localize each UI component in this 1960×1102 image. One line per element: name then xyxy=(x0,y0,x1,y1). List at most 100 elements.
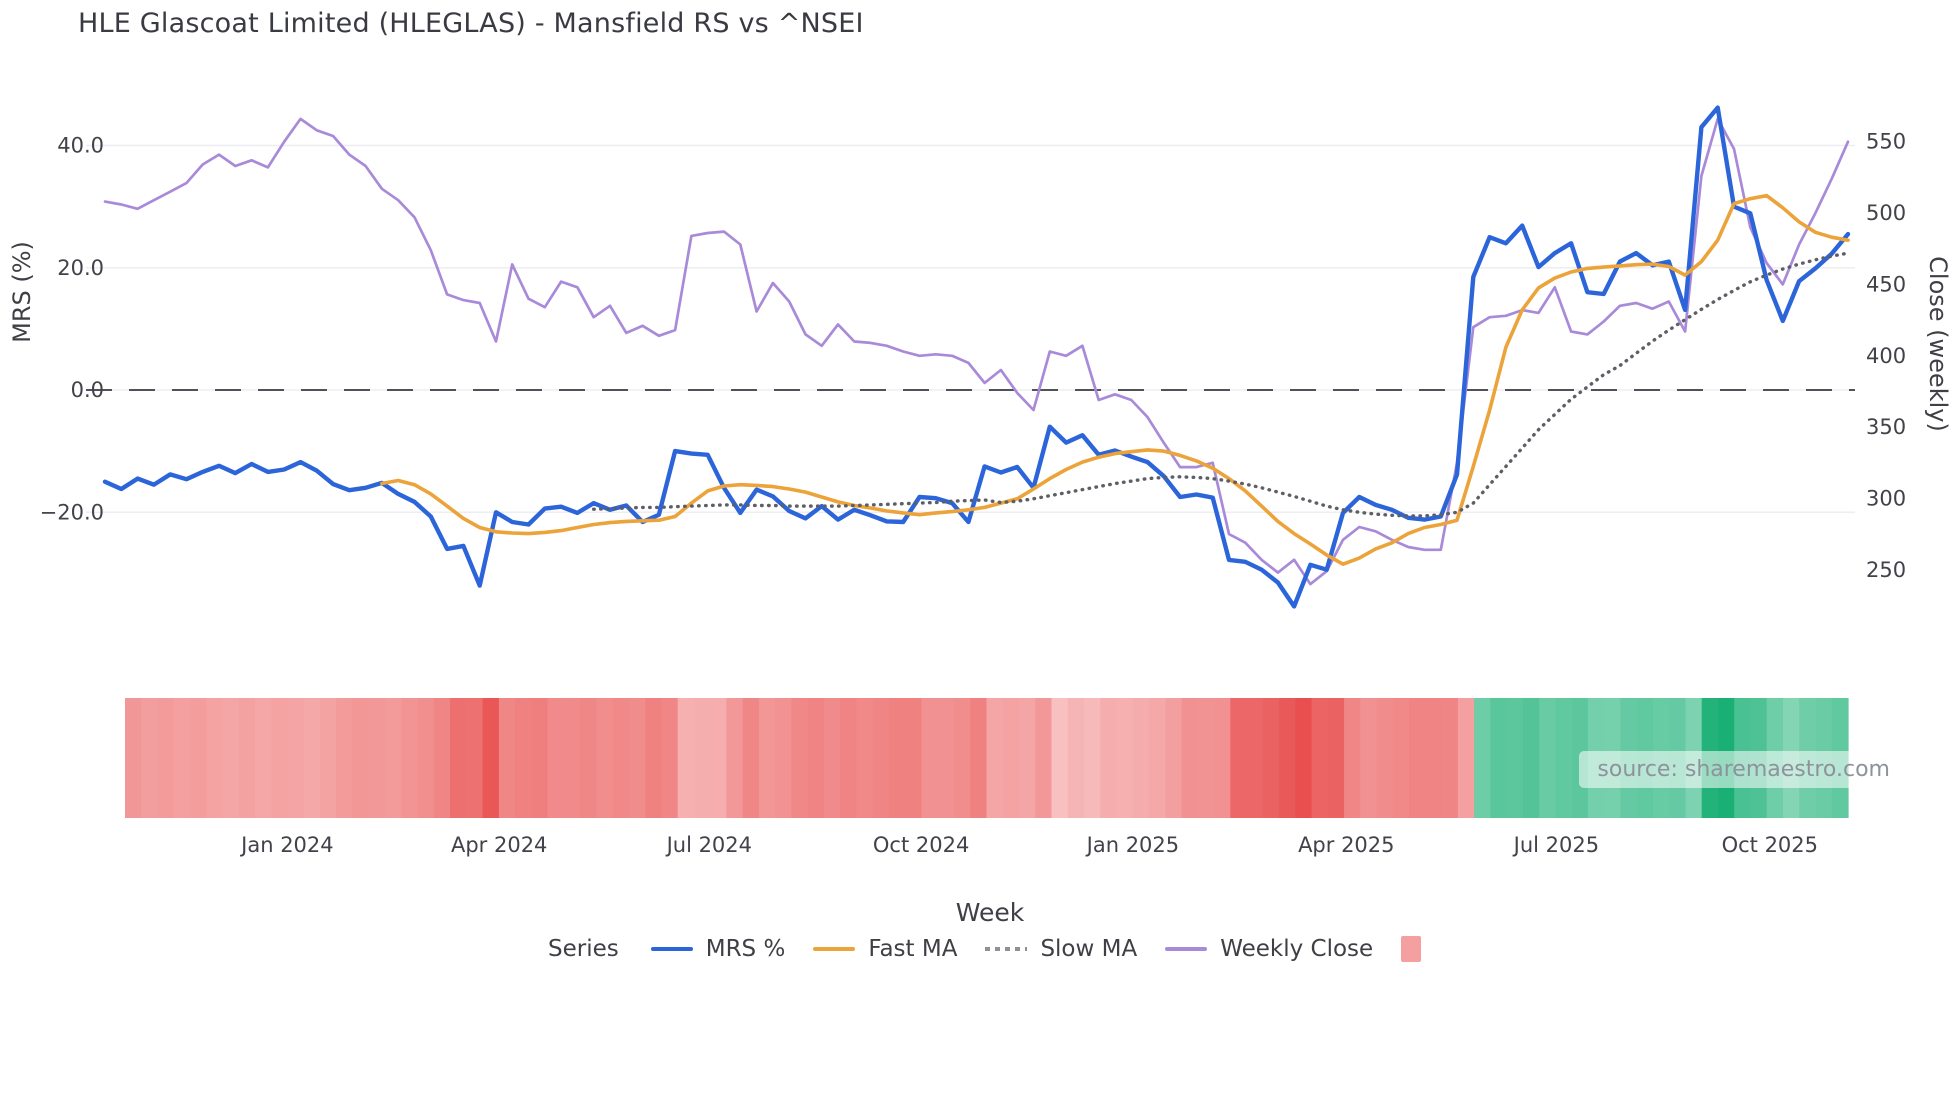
legend-item-heatmap-swatch[interactable] xyxy=(1401,936,1422,962)
x-tick-label: Oct 2024 xyxy=(873,833,969,857)
heatmap-cell xyxy=(1149,698,1166,818)
heatmap-cell xyxy=(889,698,906,818)
heatmap-cell xyxy=(141,698,159,818)
heatmap-cell xyxy=(677,698,695,818)
heatmap-cell xyxy=(1295,698,1313,818)
heatmap-cell xyxy=(824,698,841,818)
heatmap-cell xyxy=(726,698,744,818)
heatmap-cell xyxy=(921,698,939,818)
series-line-slow-ma xyxy=(592,251,1850,518)
heatmap-cell xyxy=(1197,698,1215,818)
x-tick-label: Jan 2024 xyxy=(239,833,334,857)
legend-title: Series xyxy=(548,936,619,962)
heatmap-cell xyxy=(986,698,1004,818)
heatmap-cell xyxy=(1002,698,1020,818)
heatmap-cell xyxy=(612,698,630,818)
series-line-fast-ma xyxy=(380,193,1850,567)
heatmap-cell xyxy=(1132,698,1150,818)
heatmap-cell xyxy=(1067,698,1085,818)
heatmap-cell xyxy=(1474,698,1491,818)
heatmap-cell xyxy=(1539,698,1557,818)
y-right-tick-label: 500 xyxy=(1866,201,1906,225)
y-right-tick-label: 250 xyxy=(1866,558,1906,582)
legend-line-swatch xyxy=(1165,947,1208,951)
y-left-tick-label: 40.0 xyxy=(57,134,104,158)
heatmap-cell xyxy=(417,698,435,818)
heatmap-cell xyxy=(125,698,142,818)
heatmap-cell xyxy=(238,698,256,818)
legend-line-swatch xyxy=(650,947,693,951)
heatmap-cell xyxy=(482,698,500,818)
x-tick-label: Jan 2025 xyxy=(1085,833,1180,857)
heatmap-cell xyxy=(303,698,321,818)
heatmap-cell xyxy=(157,698,175,818)
heatmap-cell xyxy=(466,698,484,818)
heatmap-cell xyxy=(628,698,646,818)
heatmap-cell xyxy=(352,698,370,818)
heatmap-cell xyxy=(1084,698,1101,818)
y-right-tick-label: 350 xyxy=(1866,415,1906,439)
watermark: source: sharemaestro.com xyxy=(1579,751,1908,788)
x-tick-label: Apr 2025 xyxy=(1298,833,1394,857)
heatmap-cell xyxy=(531,698,549,818)
heatmap-cell xyxy=(1019,698,1036,818)
heatmap-cell xyxy=(710,698,728,818)
heatmap-cell xyxy=(1035,698,1053,818)
heatmap-cell xyxy=(840,698,858,818)
heatmap-cell xyxy=(1262,698,1280,818)
y-right-tick-label: 450 xyxy=(1866,272,1906,296)
heatmap-cell xyxy=(547,698,565,818)
heatmap-cell xyxy=(1230,698,1248,818)
heatmap-cell xyxy=(970,698,988,818)
heatmap-cell xyxy=(1376,698,1394,818)
heatmap-cell xyxy=(872,698,890,818)
y-left-tick-label: 20.0 xyxy=(57,256,104,280)
heatmap-cell xyxy=(1425,698,1443,818)
heatmap-cell xyxy=(596,698,614,818)
heatmap-cell xyxy=(1457,698,1475,818)
heatmap-cell xyxy=(336,698,354,818)
heatmap-cell xyxy=(1360,698,1378,818)
series-line-weekly-close xyxy=(103,117,1850,586)
legend-item-label: MRS % xyxy=(705,936,786,962)
legend-item-fast-ma[interactable]: Fast MA xyxy=(813,936,957,962)
heatmap-cell xyxy=(1555,698,1573,818)
heatmap-cell xyxy=(433,698,451,818)
x-tick-label: Oct 2025 xyxy=(1722,833,1818,857)
heatmap-cell xyxy=(255,698,272,818)
legend-item-slow-ma[interactable]: Slow MA xyxy=(985,936,1137,962)
heatmap-cell xyxy=(1051,698,1069,818)
heatmap-cell xyxy=(498,698,516,818)
heatmap-cell xyxy=(173,698,191,818)
heatmap-cell xyxy=(758,698,776,818)
heatmap-cell xyxy=(1490,698,1508,818)
x-axis-title: Week xyxy=(955,898,1025,927)
legend: Series MRS % Fast MA Slow MA Weekly Close xyxy=(548,936,1422,962)
legend-item-mrs-[interactable]: MRS % xyxy=(650,936,786,962)
heatmap-cell xyxy=(515,698,532,818)
heatmap-cell xyxy=(791,698,809,818)
x-tick-label: Jul 2024 xyxy=(665,833,752,857)
y-right-tick-label: 300 xyxy=(1866,486,1906,510)
heatmap-cell xyxy=(450,698,467,818)
y-right-tick-label: 400 xyxy=(1866,344,1906,368)
heatmap-cell xyxy=(1327,698,1345,818)
y-left-tick-label: 0.0 xyxy=(71,378,104,402)
heatmap-cell xyxy=(401,698,419,818)
heatmap-cell xyxy=(385,698,402,818)
heatmap-cell xyxy=(1522,698,1540,818)
legend-item-weekly-close[interactable]: Weekly Close xyxy=(1165,936,1373,962)
heatmap-cell xyxy=(856,698,874,818)
legend-dotted-swatch xyxy=(985,947,1028,951)
heatmap-cell xyxy=(580,698,597,818)
heatmap-cell xyxy=(1506,698,1524,818)
heatmap-cell xyxy=(1279,698,1296,818)
heatmap-cell xyxy=(222,698,240,818)
heatmap-cell xyxy=(287,698,305,818)
heatmap-cell xyxy=(1246,698,1264,818)
heatmap-cell xyxy=(1100,698,1118,818)
legend-item-label: Slow MA xyxy=(1040,936,1138,962)
heatmap-cell xyxy=(775,698,793,818)
heatmap-cell xyxy=(954,698,971,818)
